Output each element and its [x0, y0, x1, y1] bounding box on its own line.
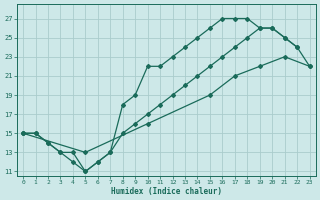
- X-axis label: Humidex (Indice chaleur): Humidex (Indice chaleur): [111, 187, 222, 196]
